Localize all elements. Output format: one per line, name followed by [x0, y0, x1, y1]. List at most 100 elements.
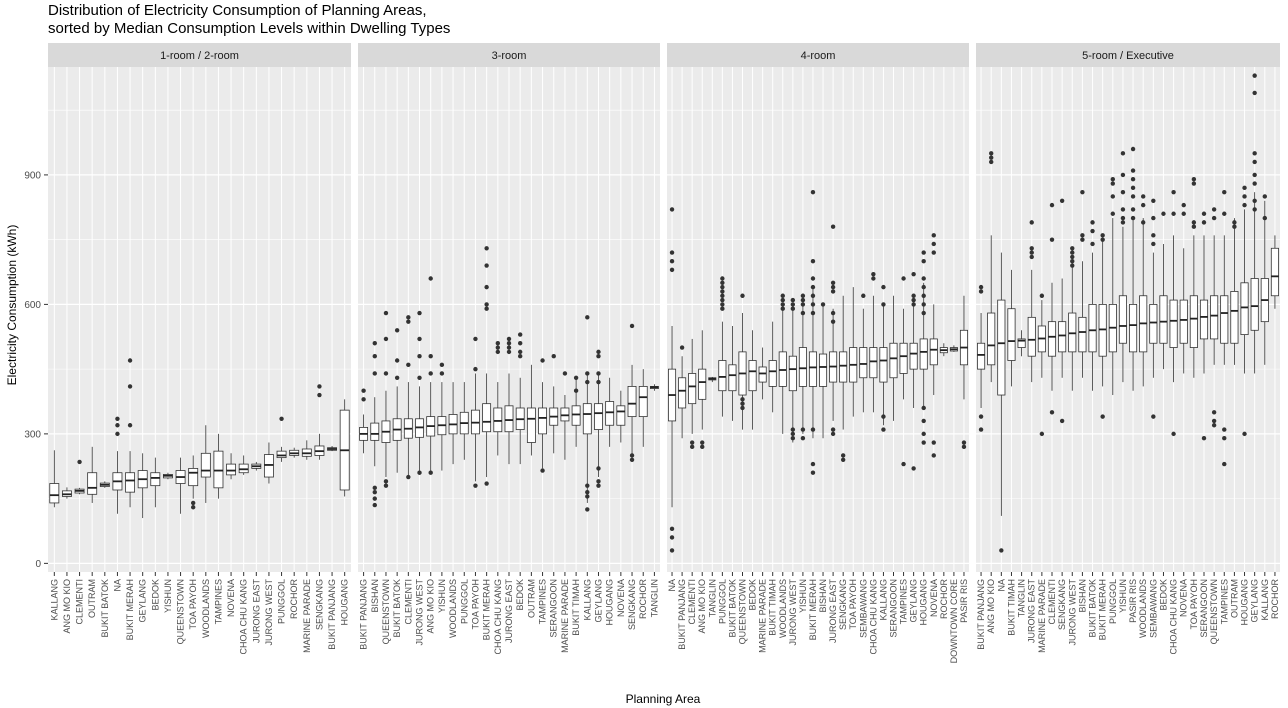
- outlier-point: [517, 341, 523, 346]
- outlier-point: [1110, 177, 1116, 182]
- box-clementi: [403, 315, 413, 480]
- outlier-point: [1252, 151, 1257, 156]
- x-tick-label: BUKIT TIMAH: [1006, 579, 1016, 636]
- x-tick-label: GEYLANG: [1250, 579, 1260, 623]
- box-iqr: [188, 468, 199, 487]
- outlier-point: [495, 349, 501, 355]
- outlier-point: [540, 468, 545, 473]
- outlier-point: [406, 474, 411, 480]
- box-iqr: [919, 338, 928, 370]
- outlier-point: [372, 371, 377, 376]
- outlier-point: [1211, 207, 1217, 212]
- box-iqr: [1270, 247, 1279, 297]
- outlier-point: [901, 276, 906, 281]
- x-tick-label: BISHAN: [370, 579, 380, 613]
- outlier-point: [800, 302, 806, 307]
- box-ang-mo-kio: [698, 330, 707, 450]
- box-ang-mo-kio: [61, 487, 72, 499]
- box-geylang: [909, 271, 918, 471]
- outlier-point: [1211, 410, 1217, 415]
- box-geylang: [137, 453, 148, 519]
- box-bukit-panjang: [678, 345, 687, 439]
- outlier-point: [931, 453, 936, 458]
- x-tick-label: JURONG EAST: [251, 579, 261, 644]
- outlier-point: [1130, 215, 1136, 221]
- x-tick-label: CLEMENTI: [687, 579, 697, 625]
- box-iqr: [1007, 308, 1016, 361]
- outlier-point: [484, 306, 489, 311]
- outlier-point: [629, 457, 635, 462]
- x-tick-label: QUEENSTOWN: [738, 579, 748, 644]
- outlier-point: [1222, 211, 1227, 216]
- x-tick-label: TOA PAYOH: [470, 579, 480, 630]
- outlier-point: [1120, 172, 1126, 178]
- box-downtown-core: [949, 345, 958, 352]
- box-iqr: [997, 299, 1006, 396]
- box-iqr: [150, 472, 161, 487]
- outlier-point: [1171, 431, 1176, 437]
- outlier-point: [585, 507, 590, 512]
- outlier-point: [1080, 233, 1085, 238]
- outlier-point: [689, 444, 695, 450]
- x-axis-title: Planning Area: [626, 692, 701, 706]
- box-iqr: [1159, 295, 1168, 344]
- outlier-point: [585, 494, 590, 499]
- outlier-point: [1130, 207, 1136, 212]
- outlier-point: [810, 470, 816, 475]
- x-tick-label: CLEMENTI: [1047, 579, 1057, 625]
- outlier-point: [720, 276, 725, 281]
- outlier-point: [517, 332, 523, 337]
- x-tick-label: NOVENA: [226, 579, 236, 617]
- outlier-point: [1070, 263, 1075, 268]
- box-bukit-batok: [728, 325, 737, 421]
- box-iqr: [571, 405, 581, 426]
- outlier-point: [394, 328, 400, 333]
- box-iqr: [688, 373, 697, 405]
- outlier-point: [989, 155, 994, 160]
- outlier-point: [585, 483, 590, 488]
- box-sembawang: [1149, 198, 1158, 419]
- outlier-point: [810, 284, 816, 290]
- outlier-point: [1151, 198, 1156, 204]
- outlier-point: [901, 461, 906, 467]
- x-tick-label: ANG MO KIO: [986, 579, 996, 634]
- outlier-point: [1039, 293, 1045, 298]
- box-iqr: [538, 407, 547, 435]
- x-tick-label: BUKIT MERAH: [1098, 579, 1108, 640]
- box-iqr: [627, 386, 637, 418]
- outlier-point: [800, 293, 806, 298]
- box-bukit-merah: [1098, 233, 1107, 419]
- box-woodlands: [778, 293, 787, 434]
- outlier-point: [361, 388, 366, 393]
- outlier-point: [871, 271, 876, 277]
- outlier-point: [800, 435, 806, 441]
- outlier-point: [629, 453, 635, 458]
- y-tick-label: 0: [35, 559, 41, 570]
- box-jurong-west: [788, 297, 797, 443]
- x-tick-label: BUKIT BATOK: [100, 579, 110, 638]
- outlier-point: [1039, 431, 1045, 437]
- box-jurong-west: [263, 442, 274, 484]
- outlier-point: [911, 271, 916, 277]
- outlier-point: [1222, 435, 1227, 441]
- outlier-point: [127, 423, 133, 428]
- x-tick-label: ROCHOR: [638, 579, 648, 619]
- box-marine-parade: [758, 347, 767, 400]
- x-tick-label: NOVENA: [929, 579, 939, 617]
- x-tick-label: PASIR RIS: [959, 579, 969, 623]
- x-tick-label: BEDOK: [748, 579, 758, 611]
- box-iqr: [482, 403, 492, 433]
- outlier-point: [810, 189, 816, 195]
- outlier-point: [830, 319, 836, 324]
- outlier-point: [1262, 194, 1268, 199]
- outlier-point: [484, 284, 489, 290]
- outlier-point: [1232, 220, 1237, 225]
- box-bukit-merah: [125, 358, 136, 508]
- x-tick-label: CHOA CHU KANG: [239, 579, 249, 655]
- outlier-point: [921, 310, 926, 316]
- box-bukit-timah: [571, 375, 581, 447]
- outlier-point: [780, 297, 785, 303]
- box-bishan: [1078, 189, 1087, 378]
- box-iqr: [758, 366, 767, 383]
